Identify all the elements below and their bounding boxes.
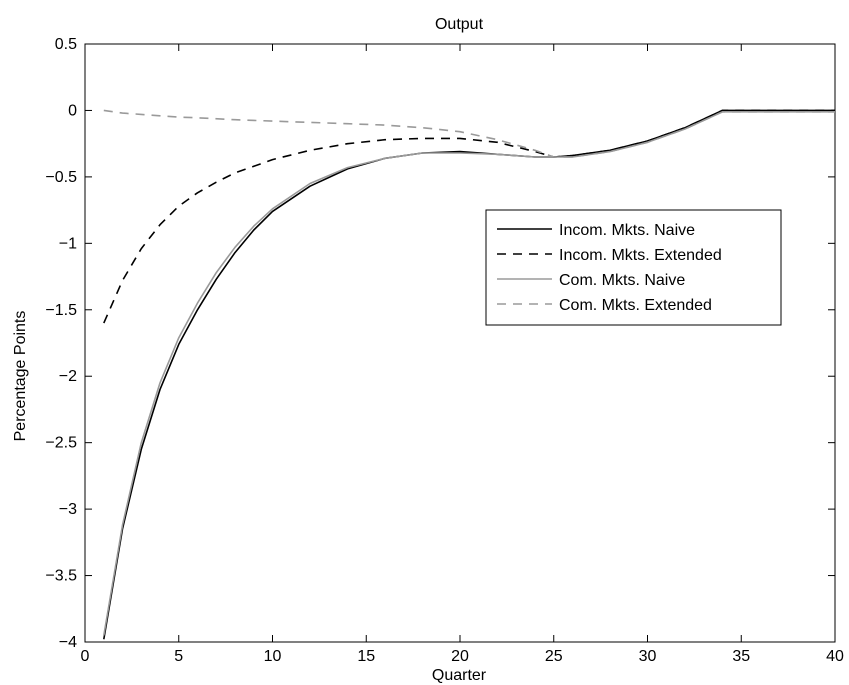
plot-area — [84, 43, 836, 643]
x-tick-label: 0 — [81, 648, 90, 665]
y-tick-label: −3.5 — [45, 568, 77, 585]
y-tick-label: 0.5 — [55, 36, 77, 53]
legend-label: Incom. Mkts. Naive — [559, 222, 695, 239]
plot-frame — [84, 43, 836, 643]
y-tick-label: −0.5 — [45, 169, 77, 186]
x-axis-title: Quarter — [432, 667, 487, 684]
legend-label: Com. Mkts. Extended — [559, 297, 712, 314]
y-tick-label: −3 — [59, 501, 77, 518]
series-line-incom-mkts-extended — [103, 109, 835, 324]
x-tick-label: 20 — [451, 648, 469, 665]
x-tick-label: 5 — [174, 648, 183, 665]
y-tick-label: −2.5 — [45, 435, 77, 452]
legend-label: Incom. Mkts. Extended — [559, 247, 722, 264]
y-tick-label: −1.5 — [45, 302, 77, 319]
x-tick-label: 30 — [639, 648, 657, 665]
y-tick-label: −1 — [59, 235, 77, 252]
legend: Incom. Mkts. Naive Incom. Mkts. Extended C… — [485, 209, 782, 326]
y-tick-label: −2 — [59, 368, 77, 385]
legend-label: Com. Mkts. Naive — [559, 272, 685, 289]
x-axis: 0 5 10 15 20 25 30 35 40 — [81, 44, 844, 665]
x-tick-label: 35 — [732, 648, 750, 665]
y-tick-label: −4 — [59, 634, 77, 651]
y-axis-title: Percentage Points — [12, 311, 29, 442]
y-axis: 0.5 0 −0.5 −1 −1.5 −2 −2.5 −3 −3.5 −4 — [45, 36, 835, 651]
x-tick-label: 15 — [357, 648, 375, 665]
y-tick-label: 0 — [68, 102, 77, 119]
x-tick-label: 40 — [826, 648, 844, 665]
series-lines — [103, 109, 835, 640]
x-tick-label: 25 — [545, 648, 563, 665]
chart-title: Output — [435, 16, 484, 33]
x-tick-label: 10 — [264, 648, 282, 665]
series-line-com-mkts-extended — [103, 109, 835, 158]
